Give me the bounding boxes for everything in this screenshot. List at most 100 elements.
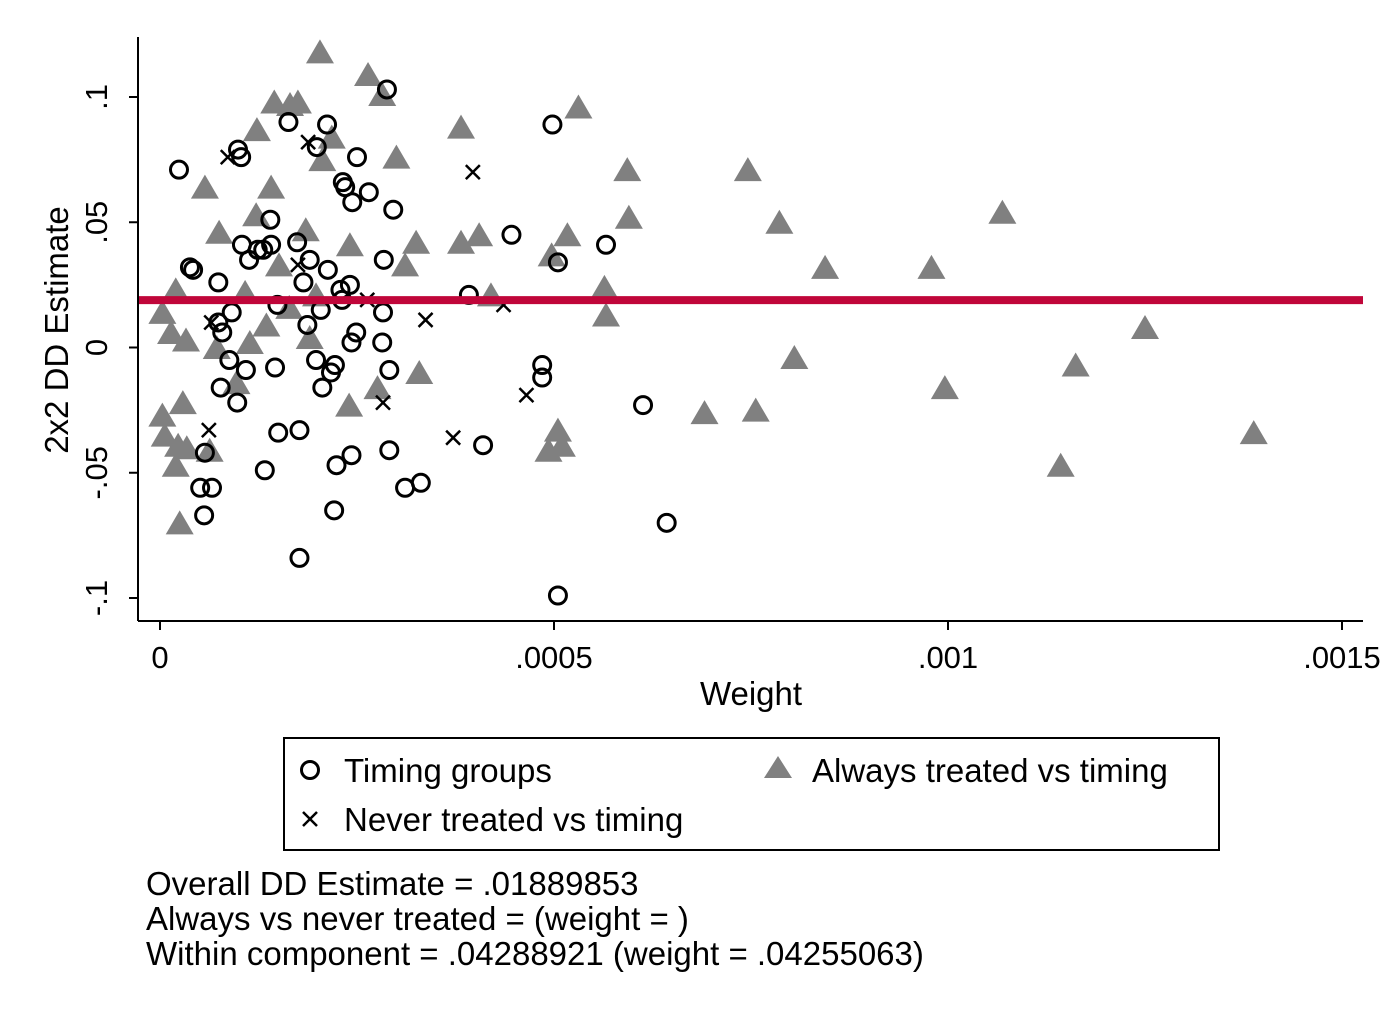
point-timing-group: [179, 257, 200, 278]
point-never-treated: [300, 134, 317, 150]
point-timing-group: [287, 232, 308, 253]
legend-label-timing-groups: Timing groups: [344, 752, 552, 789]
point-timing-group: [596, 234, 617, 255]
point-always-treated: [382, 144, 411, 169]
point-timing-group: [210, 377, 231, 398]
point-timing-group: [542, 114, 563, 135]
x-tick-label: 0: [151, 640, 168, 675]
axes: -.1 -.05 0 .05 .1 0 .0005 .001 .0015: [79, 37, 1381, 675]
x-tick-label: .0005: [515, 640, 593, 675]
point-always-treated: [1239, 420, 1268, 445]
point-timing-group: [260, 209, 281, 230]
point-never-treated: [200, 422, 217, 439]
point-always-treated: [543, 417, 572, 442]
point-always-treated: [1131, 314, 1159, 339]
point-always-treated: [930, 375, 959, 400]
point-timing-group: [219, 350, 240, 371]
point-timing-group: [347, 147, 367, 168]
legend-marker-always-treated: [764, 756, 792, 778]
point-timing-group: [342, 192, 363, 213]
point-always-treated: [564, 94, 593, 119]
point-timing-group: [194, 505, 215, 526]
point-always-treated: [354, 61, 383, 86]
point-always-treated: [1046, 452, 1075, 477]
point-timing-group: [289, 547, 310, 568]
point-timing-group: [346, 322, 367, 343]
x-axis-title: Weight: [700, 675, 802, 712]
point-timing-group: [547, 585, 568, 606]
point-timing-group: [254, 460, 275, 481]
point-timing-group: [265, 357, 286, 378]
point-always-treated: [242, 117, 271, 142]
y-tick-label: .05: [79, 201, 114, 244]
point-always-treated: [690, 400, 719, 425]
point-always-treated: [613, 157, 642, 182]
point-timing-group: [324, 500, 345, 521]
point-timing-group: [358, 182, 379, 203]
point-timing-group: [297, 314, 318, 335]
point-always-treated: [335, 232, 364, 257]
point-always-treated: [195, 437, 224, 462]
point-timing-group: [656, 512, 677, 533]
point-always-treated: [363, 375, 392, 400]
point-always-treated: [547, 432, 576, 457]
point-timing-group: [373, 302, 394, 323]
legend-marker-never-treated: [302, 811, 318, 827]
point-timing-group: [212, 322, 233, 343]
point-always-treated: [780, 345, 809, 370]
point-always-treated: [190, 174, 219, 199]
y-tick-label: -.1: [79, 580, 114, 616]
point-timing-group: [501, 224, 522, 245]
point-timing-group: [208, 272, 229, 293]
point-timing-group: [261, 234, 282, 255]
point-timing-group: [293, 272, 314, 293]
point-timing-group: [312, 377, 333, 398]
point-timing-group: [341, 445, 362, 466]
x-tick-label: .001: [918, 640, 978, 675]
point-timing-group: [410, 472, 431, 493]
point-timing-group: [532, 355, 553, 376]
point-always-treated: [150, 422, 179, 447]
legend-label-never-treated: Never treated vs timing: [344, 801, 683, 838]
point-always-treated: [447, 229, 476, 254]
point-timing-group: [227, 392, 248, 413]
point-always-treated: [148, 402, 177, 427]
point-always-treated: [917, 254, 946, 279]
point-always-treated: [317, 124, 346, 149]
y-tick-label: -.05: [79, 446, 114, 499]
note-always-vs-never: Always vs never treated = (weight = ): [146, 900, 689, 937]
legend-marker-timing-groups: [300, 760, 320, 780]
point-always-treated: [447, 114, 476, 139]
legend: Timing groups Never treated vs timing Al…: [283, 737, 1220, 851]
point-timing-group: [306, 350, 327, 371]
y-tick-label: .1: [79, 84, 114, 110]
point-always-treated: [165, 510, 194, 535]
point-timing-group: [341, 332, 362, 353]
point-timing-group: [372, 332, 393, 353]
point-always-treated: [235, 329, 264, 354]
point-always-treated: [590, 274, 619, 299]
point-timing-group: [320, 362, 341, 383]
plot-marks: [138, 39, 1363, 606]
point-always-treated: [295, 324, 324, 349]
point-always-treated: [368, 82, 397, 106]
point-timing-group: [532, 367, 553, 388]
point-always-treated: [614, 204, 643, 229]
y-tick-label: 0: [79, 339, 114, 356]
point-always-treated: [391, 252, 420, 277]
point-always-treated: [161, 452, 190, 477]
point-always-treated: [172, 435, 201, 460]
point-always-treated: [305, 39, 334, 64]
note-within-component: Within component = .04288921 (weight = .…: [146, 935, 924, 972]
point-always-treated: [537, 242, 566, 267]
point-always-treated: [308, 147, 337, 172]
x-tick-label: .0015: [1303, 640, 1381, 675]
point-always-treated: [172, 327, 201, 352]
point-always-treated: [335, 392, 364, 417]
point-never-treated: [464, 164, 481, 181]
point-always-treated: [733, 157, 762, 182]
point-always-treated: [148, 299, 177, 324]
point-always-treated: [1061, 352, 1090, 377]
point-always-treated: [257, 174, 286, 199]
